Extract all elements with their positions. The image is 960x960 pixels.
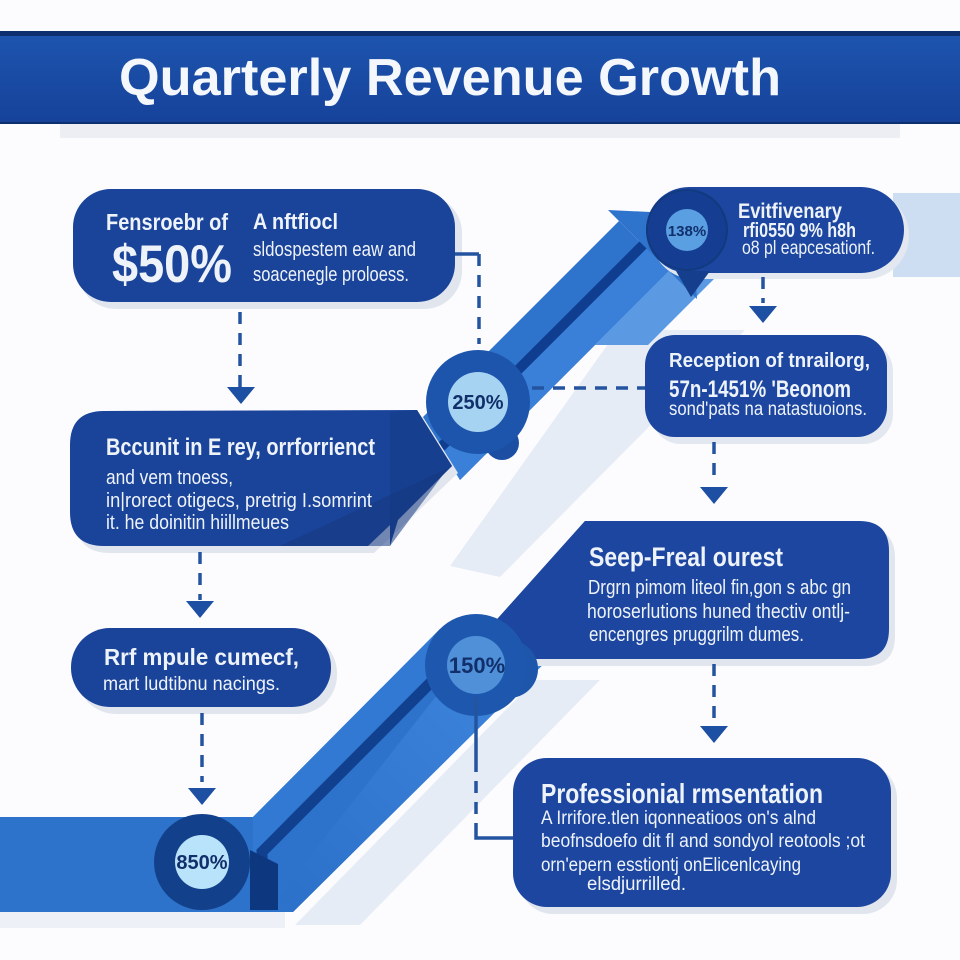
svg-text:138%: 138% [668, 223, 706, 240]
svg-text:beofnsdoefo dit fl and sondyol: beofnsdoefo dit fl and sondyol reotools … [541, 831, 866, 852]
svg-text:in|rorect otigecs, pretrig I.s: in|rorect otigecs, pretrig I.somrint [106, 490, 372, 512]
svg-text:$50%: $50% [112, 235, 232, 294]
svg-text:mart ludtibnu nacings.: mart ludtibnu nacings. [103, 674, 280, 695]
svg-text:encengres pruggrilm dumes.: encengres pruggrilm dumes. [589, 624, 804, 646]
svg-text:sond'pats na natastuoions.: sond'pats na natastuoions. [669, 399, 867, 420]
svg-text:o8 pl eapcesationf.: o8 pl eapcesationf. [742, 238, 875, 259]
svg-text:it. he doinitin hiillmeues: it. he doinitin hiillmeues [106, 512, 289, 534]
svg-text:orn'epern esstiontj onElicenlc: orn'epern esstiontj onElicenlcaying [541, 855, 801, 876]
svg-text:and vem tnoess,: and vem tnoess, [106, 467, 233, 489]
svg-text:Evitfivenary: Evitfivenary [738, 200, 842, 223]
svg-text:Fensroebr of: Fensroebr of [106, 209, 228, 235]
svg-text:sldospestem eaw and: sldospestem eaw and [253, 239, 416, 261]
svg-text:elsdjurrilled.: elsdjurrilled. [587, 874, 686, 895]
svg-text:250%: 250% [452, 392, 503, 414]
svg-text:soacenegle proloess.: soacenegle proloess. [253, 264, 409, 286]
svg-text:850%: 850% [176, 852, 227, 874]
svg-text:57n-1451% 'Beonom: 57n-1451% 'Beonom [669, 376, 851, 403]
svg-text:horoserlutions huned thectiv o: horoserlutions huned thectiv ontlj- [587, 601, 850, 623]
svg-text:150%: 150% [449, 653, 505, 678]
svg-text:Quarterly Revenue Growth: Quarterly Revenue Growth [119, 49, 781, 107]
svg-text:Professionial rmsentation: Professionial rmsentation [541, 778, 823, 809]
svg-text:A Irrifore.tlen iqonneatioos o: A Irrifore.tlen iqonneatioos on's alnd [541, 808, 816, 829]
svg-text:Reception of tnrailorg,: Reception of tnrailorg, [669, 350, 870, 372]
svg-text:Drgrn pimom liteol fin,gon s a: Drgrn pimom liteol fin,gon s abc gn [588, 577, 851, 599]
svg-text:A nftfiocl: A nftfiocl [253, 209, 338, 234]
svg-text:Seep-Freal ourest: Seep-Freal ourest [589, 542, 783, 572]
svg-text:Bccunit in E rey, orrforrienct: Bccunit in E rey, orrforrienct [106, 434, 375, 461]
svg-text:Rrf mpule cumecf,: Rrf mpule cumecf, [104, 644, 299, 670]
svg-text:rfi0550 9% h8h: rfi0550 9% h8h [743, 220, 856, 242]
